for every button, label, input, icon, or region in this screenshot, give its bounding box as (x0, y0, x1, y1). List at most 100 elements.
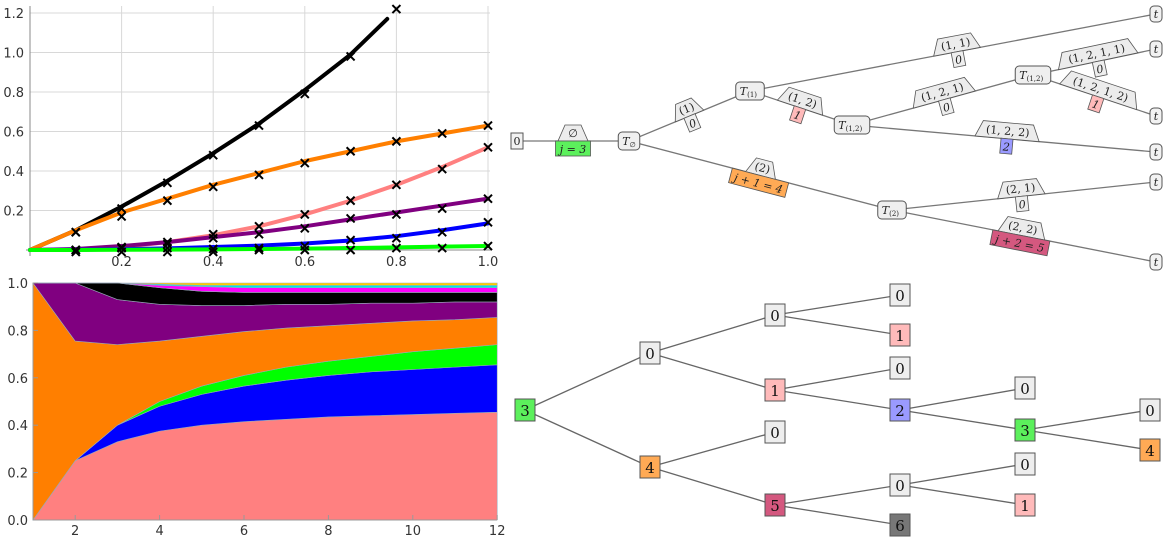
y-tick-label: 0.4 (3, 165, 24, 180)
tree-node (889, 356, 911, 380)
tree-node-label: 0 (895, 360, 905, 378)
data-point-marker-1 (162, 195, 173, 206)
subtree-node-label: T(1) (740, 85, 758, 99)
y-tick-label: 0.2 (7, 467, 28, 482)
y-tick-label: 0.8 (3, 86, 24, 101)
tree-node (1014, 376, 1036, 400)
tree-node (1139, 438, 1161, 462)
tree-node (889, 513, 911, 537)
tree-edge (899, 484, 1026, 506)
data-point-marker-2 (300, 209, 310, 220)
edge-index-trapezoid (974, 120, 1040, 143)
x-tick-label: 12 (489, 524, 506, 539)
y-tick-label: 1.0 (3, 47, 24, 62)
tree-node-label: 0 (1020, 380, 1030, 398)
labeled-tree-diagram: ∅j = 3(1)0(1, 1)0(1, 2)1(1, 2, 1)0(1, 2,… (510, 5, 1163, 271)
edge-value-box (1014, 195, 1030, 213)
data-point-marker-1 (300, 158, 310, 168)
edge-value-label: 0 (1018, 198, 1026, 212)
data-point-marker-1 (208, 182, 218, 192)
data-point-marker-0 (391, 4, 402, 14)
edge-value-box (1091, 59, 1108, 78)
tree-edge (774, 314, 901, 336)
edge-index-label: (1, 1) (940, 35, 971, 53)
tree-edge (1024, 409, 1151, 431)
tree-node-label: 0 (770, 307, 780, 325)
tree-node (889, 473, 911, 497)
y-tick-label: 0.2 (3, 205, 24, 220)
tree-node-label: 1 (770, 382, 780, 400)
y-tick-label: 0.8 (7, 324, 28, 339)
edge-index-trapezoid (933, 32, 982, 57)
leaf-node (1149, 173, 1163, 191)
data-point-marker-2 (254, 221, 264, 232)
x-tick-label: 0.4 (203, 255, 224, 270)
y-tick-label: 0.0 (7, 514, 28, 529)
subtree-node-main: T (1019, 69, 1028, 82)
tree-edge (524, 409, 651, 468)
x-tick-label: 6 (240, 524, 248, 539)
subtree-node-sub: (1) (747, 91, 757, 99)
series-line-1 (28, 123, 490, 252)
data-point-marker-5 (162, 247, 173, 257)
subtree-node-label: T(1,2) (1019, 69, 1043, 83)
data-point-marker-3 (483, 193, 493, 204)
tree-edge (1024, 429, 1151, 451)
data-point-marker-5 (345, 245, 356, 255)
line-chart: 0.2 0.4 0.6 0.8 1.0 0.2 0.4 0.6 0.8 1.0 1.2 (3, 4, 498, 270)
data-point-marker-0 (208, 150, 218, 160)
edge-value-label: 0 (1095, 62, 1105, 76)
subtree-node-sub: ∅ (630, 141, 636, 149)
edge-index-label: (2, 1) (1005, 181, 1036, 197)
edge-value-box (789, 105, 807, 125)
subtree-node-sub: (1,2) (1027, 75, 1044, 83)
data-point-marker-0 (345, 51, 356, 62)
data-point-marker-5 (483, 241, 493, 251)
tree-node-label: 0 (1145, 402, 1155, 420)
leaf-node-label: t (1154, 43, 1159, 56)
tree-node (889, 398, 911, 422)
edge-value-label: 0 (941, 100, 951, 114)
data-point-marker-1 (437, 128, 447, 139)
x-tick-label: 2 (71, 524, 79, 539)
series-line-0 (28, 16, 390, 252)
data-point-marker-2 (391, 180, 402, 190)
data-point-marker-1 (254, 170, 264, 180)
x-tick-label: 10 (405, 524, 422, 539)
tree-node-label: 1 (1020, 497, 1030, 515)
data-point-marker-0 (300, 89, 310, 99)
data-point-marker-1 (345, 146, 356, 156)
data-point-marker-5 (254, 245, 264, 255)
tree-node (764, 303, 786, 327)
data-point-marker-1 (391, 136, 402, 147)
y-tick-label: 0.4 (7, 419, 28, 434)
subtree-node-label: T(1,2) (838, 119, 862, 133)
y-tick-label: 1.0 (7, 277, 28, 292)
tree-node-label: 5 (770, 497, 780, 515)
subtree-node (735, 81, 765, 101)
subtree-node (1014, 65, 1052, 85)
data-point-marker-1 (71, 227, 81, 237)
subtree-node-sub: (1,2) (846, 125, 863, 133)
data-point-marker-3 (254, 229, 264, 239)
edge-value-box (683, 113, 702, 133)
edge-value-label: 0 (954, 53, 963, 67)
leaf-node-label: t (1154, 8, 1159, 21)
leaf-node-label: t (1154, 110, 1159, 123)
data-point-marker-3 (391, 209, 402, 220)
edge-value-box (728, 167, 790, 198)
tree-edge (649, 431, 776, 468)
tree-edge (774, 389, 901, 411)
tree-edge (899, 387, 1026, 411)
edge-label: (2)j + 1 = 4 (728, 157, 790, 198)
tree-node (639, 341, 661, 365)
tree-node (1139, 398, 1161, 422)
edge-value-box (938, 97, 955, 117)
data-point-marker-5 (208, 247, 218, 257)
data-point-marker-4 (208, 244, 218, 254)
subtree-node-main: T (740, 85, 749, 98)
edge-index-trapezoid (776, 86, 824, 116)
root-node-label: 0 (514, 135, 521, 148)
x-tick-label: 4 (155, 524, 163, 539)
